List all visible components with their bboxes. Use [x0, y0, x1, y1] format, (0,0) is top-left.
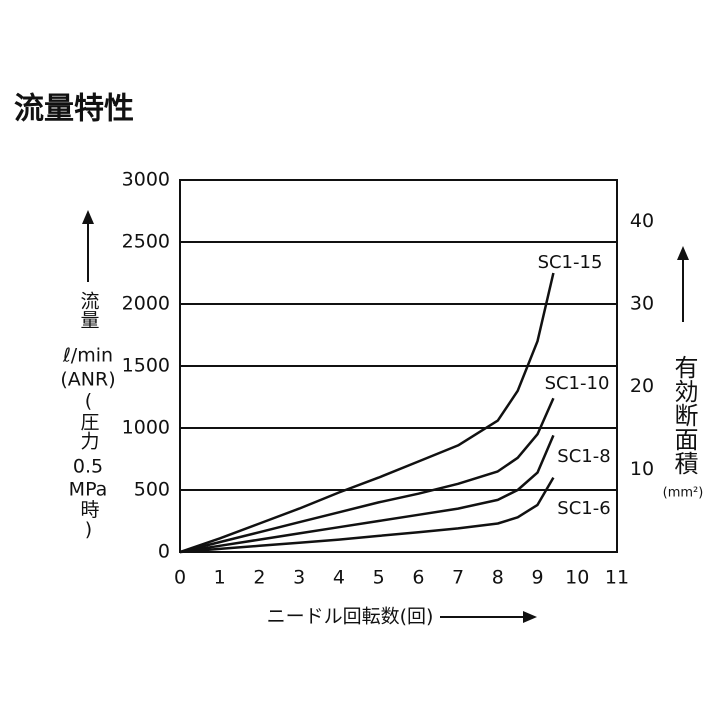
series-line — [179, 397, 555, 554]
x-tick-label: 2 — [253, 567, 265, 589]
y-tick-label: 2000 — [122, 293, 170, 315]
y2-axis-label: 有効断面積 — [670, 355, 698, 475]
y2-tick-label: 40 — [630, 210, 654, 232]
y-axis-label: (ANR) — [60, 369, 115, 391]
y-tick-label: 500 — [134, 479, 170, 501]
series-line — [179, 476, 555, 554]
x-tick-label: 4 — [333, 567, 345, 589]
y2-tick-label: 30 — [630, 293, 654, 315]
y-tick-label: 1000 — [122, 417, 170, 439]
y-tick-label: 1500 — [122, 355, 170, 377]
y-tick-label: 2500 — [122, 231, 170, 253]
y2-axis-unit: (mm²) — [663, 486, 704, 501]
y2-tick-label: 20 — [630, 375, 654, 397]
y-axis-label: (圧力 — [78, 390, 100, 450]
series-line — [179, 434, 555, 554]
y2-axis-arrow — [677, 246, 689, 322]
x-axis-label: ニードル回転数(回) — [267, 606, 434, 628]
y-axis-arrow — [82, 210, 94, 282]
y-axis-label: MPa — [69, 479, 108, 501]
x-tick-label: 7 — [452, 567, 464, 589]
y-axis-label: 流量 — [78, 291, 100, 329]
x-tick-label: 6 — [412, 567, 424, 589]
x-tick-label: 8 — [492, 567, 504, 589]
series-label: SC1-8 — [557, 446, 610, 467]
series-label: SC1-6 — [557, 498, 610, 519]
y-axis-label: 0.5 — [73, 456, 103, 478]
x-tick-label: 5 — [373, 567, 385, 589]
chart-title: 流量特性 — [14, 92, 134, 127]
y-axis-label: 時) — [78, 499, 100, 540]
series-label: SC1-15 — [538, 252, 603, 273]
x-tick-label: 1 — [214, 567, 226, 589]
x-tick-label: 10 — [565, 567, 589, 589]
x-tick-label: 9 — [531, 567, 543, 589]
series-label: SC1-10 — [545, 373, 610, 394]
y-axis-label: ℓ/min — [62, 345, 113, 367]
x-tick-label: 3 — [293, 567, 305, 589]
x-tick-label: 0 — [174, 567, 186, 589]
x-axis-arrow — [440, 611, 537, 623]
y-tick-label: 0 — [158, 541, 170, 563]
y2-tick-label: 10 — [630, 458, 654, 480]
series-line — [179, 272, 555, 554]
y-tick-label: 3000 — [122, 169, 170, 191]
x-tick-label: 11 — [605, 567, 629, 589]
